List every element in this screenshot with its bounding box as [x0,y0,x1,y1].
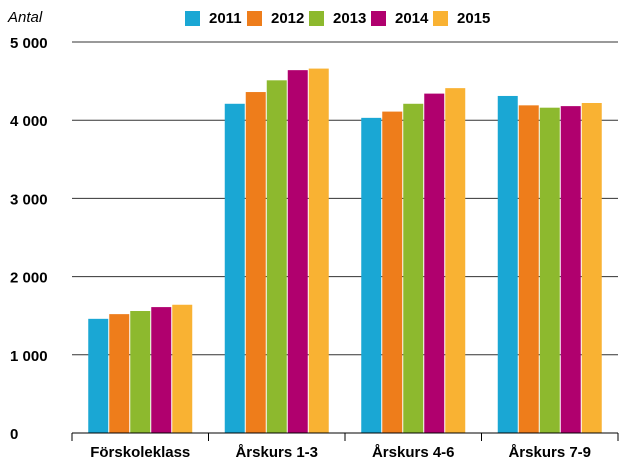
bar [172,304,193,433]
bar [266,80,287,434]
bar [151,307,172,433]
bar [308,68,329,433]
bar [518,105,539,433]
x-tick-label: Årskurs 7-9 [508,444,591,461]
bar [539,107,560,434]
y-axis-label: Antal [7,9,43,26]
legend-label: 2014 [395,10,429,27]
y-tick-label: 0 [10,426,18,443]
legend-swatch [371,11,386,26]
y-tick-label: 2 000 [10,270,48,287]
legend-label: 2012 [271,10,304,27]
bar [245,92,266,433]
x-tick-label: Förskoleklass [90,444,190,461]
bar [445,88,466,433]
bar [130,311,151,433]
legend-label: 2011 [209,10,242,27]
y-tick-label: 1 000 [10,348,48,365]
y-tick-label: 3 000 [10,191,48,208]
bar [403,103,424,433]
legend-swatch [185,11,200,26]
y-tick-label: 4 000 [10,113,48,130]
legend-label: 2013 [333,10,366,27]
bar [382,111,403,434]
bar [224,103,245,433]
legend-swatch [309,11,324,26]
bar [581,102,602,433]
legend-swatch [247,11,262,26]
bar [560,106,581,434]
bar [287,70,308,433]
legend-label: 2015 [457,10,490,27]
x-tick-label: Årskurs 1-3 [235,444,318,461]
bar [497,95,518,433]
x-tick-label: Årskurs 4-6 [372,444,455,461]
bar [424,93,445,433]
bar [109,314,130,433]
y-tick-label: 5 000 [10,35,48,52]
legend-swatch [433,11,448,26]
bar [88,318,109,433]
bar [361,117,382,433]
